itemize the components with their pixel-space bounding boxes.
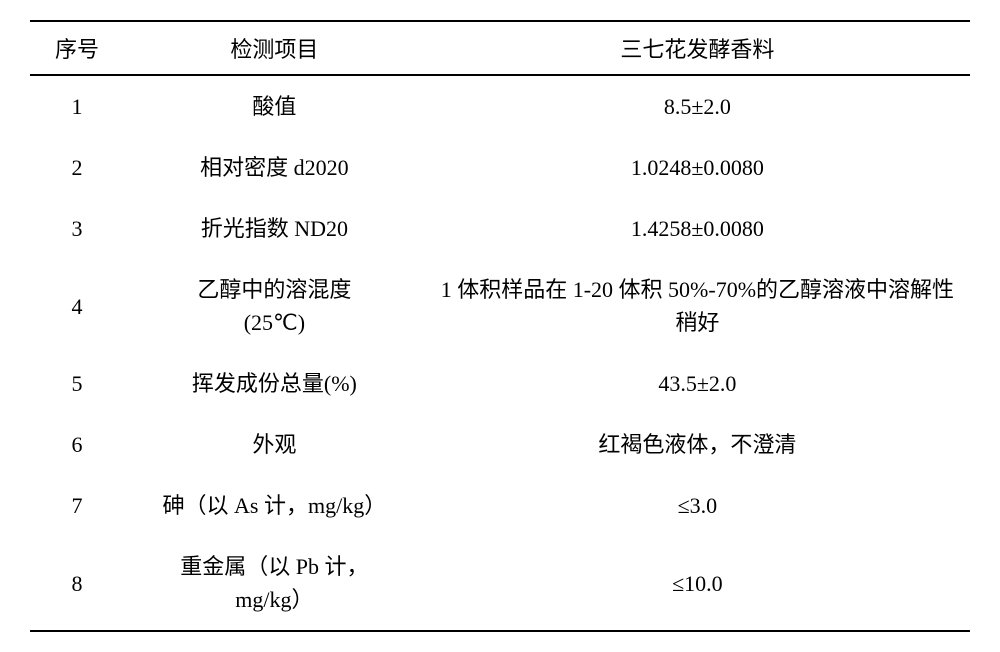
spec-table: 序号 检测项目 三七花发酵香料 1 酸值 8.5±2.0 2 相对密度 d202…: [30, 20, 970, 632]
cell-item: 相对密度 d2020: [124, 137, 425, 198]
cell-value: ≤10.0: [425, 536, 970, 631]
table-header-row: 序号 检测项目 三七花发酵香料: [30, 21, 970, 75]
col-header-seq: 序号: [30, 21, 124, 75]
cell-item: 重金属（以 Pb 计，mg/kg）: [124, 536, 425, 631]
cell-seq: 2: [30, 137, 124, 198]
cell-item: 酸值: [124, 75, 425, 137]
table-row: 2 相对密度 d2020 1.0248±0.0080: [30, 137, 970, 198]
cell-value: 1.0248±0.0080: [425, 137, 970, 198]
cell-value: 43.5±2.0: [425, 353, 970, 414]
cell-seq: 5: [30, 353, 124, 414]
cell-seq: 3: [30, 198, 124, 259]
cell-value: 1 体积样品在 1-20 体积 50%-70%的乙醇溶液中溶解性稍好: [425, 259, 970, 353]
cell-value: 8.5±2.0: [425, 75, 970, 137]
table-row: 8 重金属（以 Pb 计，mg/kg） ≤10.0: [30, 536, 970, 631]
cell-seq: 8: [30, 536, 124, 631]
cell-item: 外观: [124, 414, 425, 475]
cell-item: 砷（以 As 计，mg/kg）: [124, 475, 425, 536]
cell-seq: 4: [30, 259, 124, 353]
table-row: 5 挥发成份总量(%) 43.5±2.0: [30, 353, 970, 414]
table-body: 1 酸值 8.5±2.0 2 相对密度 d2020 1.0248±0.0080 …: [30, 75, 970, 631]
cell-value: 1.4258±0.0080: [425, 198, 970, 259]
cell-item: 乙醇中的溶混度(25℃): [124, 259, 425, 353]
table-row: 4 乙醇中的溶混度(25℃) 1 体积样品在 1-20 体积 50%-70%的乙…: [30, 259, 970, 353]
col-header-value: 三七花发酵香料: [425, 21, 970, 75]
col-header-item: 检测项目: [124, 21, 425, 75]
cell-seq: 7: [30, 475, 124, 536]
cell-seq: 1: [30, 75, 124, 137]
cell-value: ≤3.0: [425, 475, 970, 536]
table-row: 3 折光指数 ND20 1.4258±0.0080: [30, 198, 970, 259]
cell-value: 红褐色液体，不澄清: [425, 414, 970, 475]
table-row: 6 外观 红褐色液体，不澄清: [30, 414, 970, 475]
table-row: 1 酸值 8.5±2.0: [30, 75, 970, 137]
cell-item: 挥发成份总量(%): [124, 353, 425, 414]
cell-seq: 6: [30, 414, 124, 475]
cell-item: 折光指数 ND20: [124, 198, 425, 259]
table-row: 7 砷（以 As 计，mg/kg） ≤3.0: [30, 475, 970, 536]
